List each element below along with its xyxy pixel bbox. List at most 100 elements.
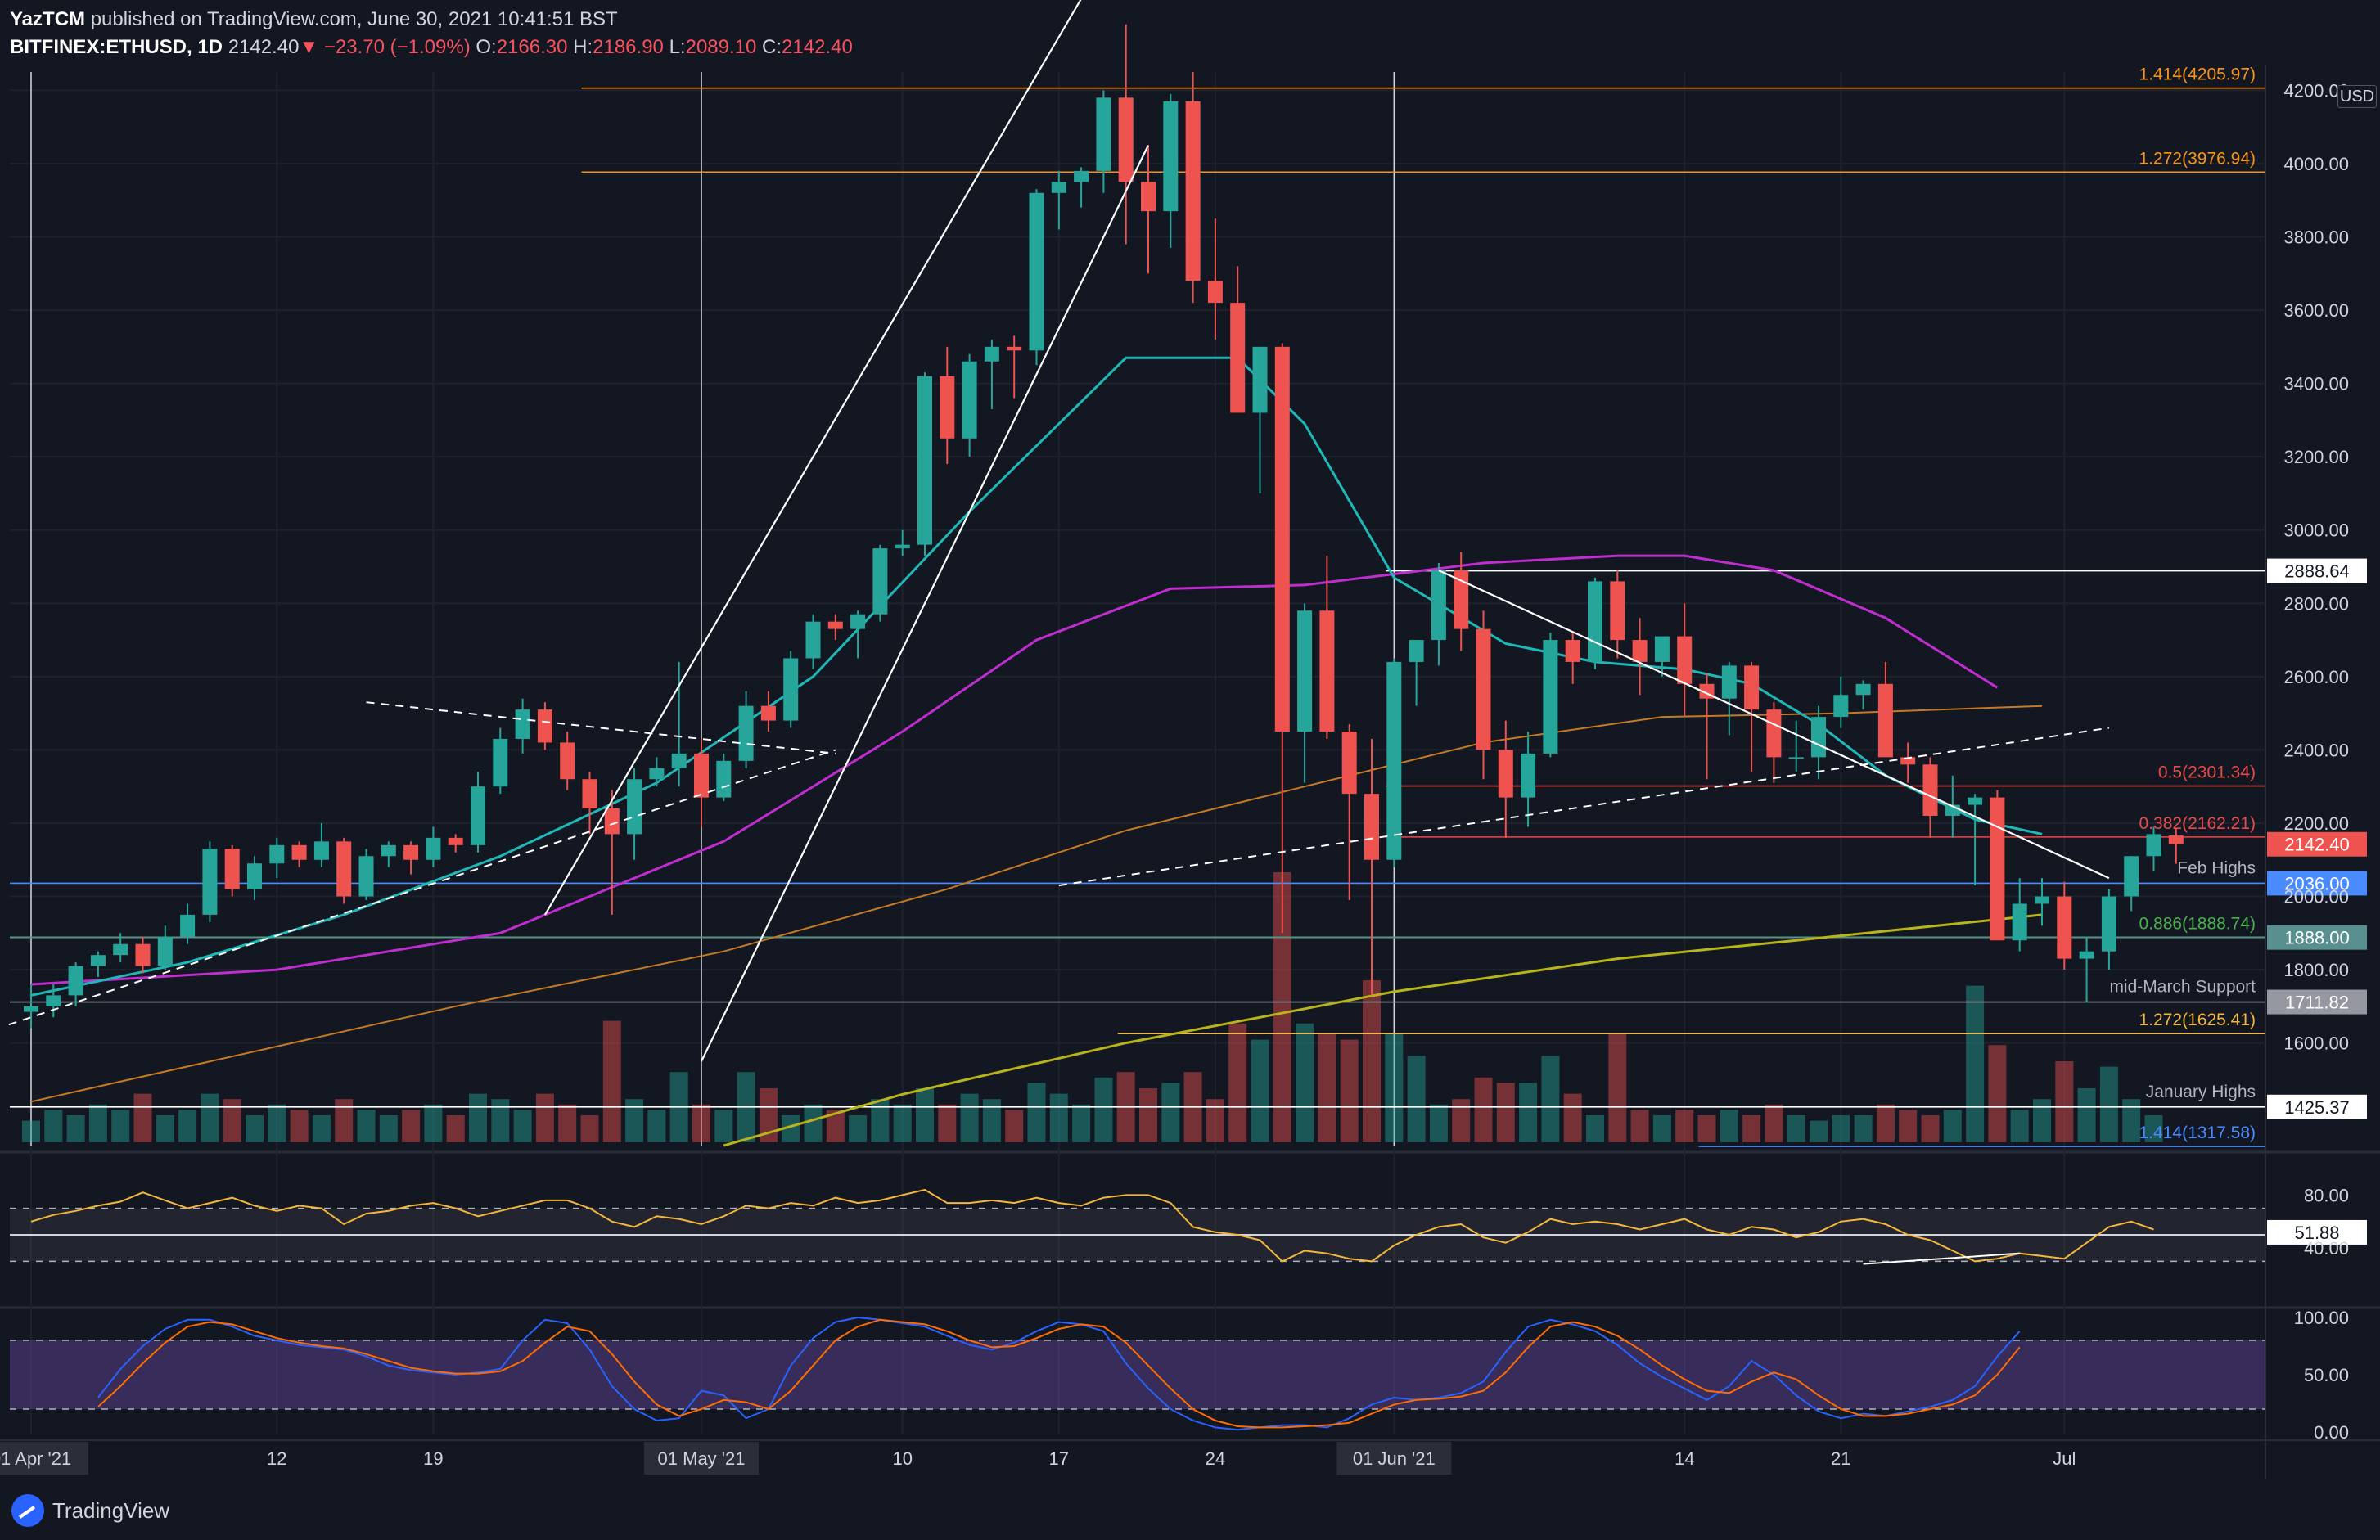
- candle-body[interactable]: [515, 709, 530, 739]
- candle-body[interactable]: [1431, 570, 1446, 641]
- candle-body[interactable]: [1029, 192, 1044, 351]
- candle-body[interactable]: [1074, 170, 1089, 182]
- trendlines[interactable]: [8, 0, 2110, 1062]
- candle-body[interactable]: [671, 753, 687, 768]
- symbol-title[interactable]: BITFINEX:ETHUSD, 1D: [10, 36, 223, 58]
- candle-body[interactable]: [180, 914, 196, 937]
- candle-body[interactable]: [1319, 610, 1335, 732]
- price-level-tag[interactable]: [2267, 925, 2367, 950]
- candle-body[interactable]: [2146, 834, 2161, 857]
- candle-body[interactable]: [649, 768, 665, 780]
- currency-label[interactable]: USD: [2337, 85, 2377, 108]
- candle-body[interactable]: [1341, 732, 1357, 795]
- candle-body[interactable]: [783, 658, 799, 721]
- candle-body[interactable]: [403, 844, 419, 860]
- candle-body[interactable]: [1565, 640, 1580, 662]
- candle-body[interactable]: [537, 709, 552, 743]
- candle-body[interactable]: [358, 856, 374, 897]
- candle-body[interactable]: [1274, 346, 1290, 732]
- candle-body[interactable]: [2012, 903, 2027, 941]
- trendline[interactable]: [1058, 727, 2110, 887]
- candle-body[interactable]: [448, 837, 463, 845]
- candle-body[interactable]: [1877, 683, 1893, 758]
- candle-body[interactable]: [1051, 182, 1066, 193]
- candle-body[interactable]: [1364, 794, 1379, 860]
- candle-body[interactable]: [760, 705, 776, 721]
- candle-body[interactable]: [1677, 636, 1693, 684]
- candle-body[interactable]: [471, 786, 485, 845]
- candle-body[interactable]: [1610, 581, 1625, 641]
- candle-body[interactable]: [426, 837, 441, 860]
- candle-body[interactable]: [1498, 750, 1513, 798]
- candle-body[interactable]: [336, 841, 352, 897]
- stoch-d-line[interactable]: [97, 1318, 2021, 1429]
- candle-body[interactable]: [895, 544, 910, 549]
- candle-body[interactable]: [1386, 661, 1402, 860]
- rsi-line[interactable]: [30, 1188, 2154, 1263]
- candle-body[interactable]: [1454, 570, 1469, 629]
- candle-body[interactable]: [2035, 896, 2049, 904]
- candle-body[interactable]: [247, 863, 262, 889]
- candle-body[interactable]: [1588, 581, 1602, 662]
- candle-body[interactable]: [493, 738, 508, 787]
- candle-body[interactable]: [46, 995, 61, 1006]
- candle-body[interactable]: [1141, 182, 1156, 212]
- candle-body[interactable]: [224, 849, 240, 889]
- candle-body[interactable]: [1163, 101, 1179, 212]
- candle-body[interactable]: [1833, 695, 1849, 718]
- candle-body[interactable]: [1922, 764, 1938, 816]
- candle-body[interactable]: [1654, 636, 1670, 662]
- candle-body[interactable]: [135, 943, 151, 966]
- price-level-tag[interactable]: [2267, 1094, 2367, 1119]
- candle-body[interactable]: [1096, 97, 1111, 171]
- trendline[interactable]: [1438, 569, 2110, 880]
- candle-body[interactable]: [1230, 303, 1246, 413]
- candle-body[interactable]: [291, 844, 307, 860]
- candle-body[interactable]: [1118, 97, 1134, 182]
- last-price-tag[interactable]: [2267, 831, 2367, 857]
- candle-body[interactable]: [2101, 896, 2116, 952]
- candle-body[interactable]: [827, 621, 843, 629]
- trendline[interactable]: [366, 701, 836, 754]
- price-level-tag[interactable]: [2267, 871, 2367, 896]
- stoch-k-line[interactable]: [97, 1316, 2021, 1431]
- candle-body[interactable]: [1476, 628, 1491, 750]
- candle-body[interactable]: [2057, 896, 2072, 959]
- candle-body[interactable]: [2168, 835, 2184, 844]
- candle-body[interactable]: [872, 548, 888, 615]
- candle-body[interactable]: [984, 346, 999, 362]
- candle-body[interactable]: [1968, 797, 1983, 805]
- candle-body[interactable]: [917, 376, 932, 545]
- candle-body[interactable]: [202, 849, 218, 915]
- candle-body[interactable]: [1788, 757, 1804, 759]
- candle-body[interactable]: [1855, 683, 1871, 696]
- price-level-tag[interactable]: [2267, 989, 2367, 1015]
- candle-body[interactable]: [1297, 610, 1313, 732]
- candle-body[interactable]: [940, 376, 955, 439]
- candle-body[interactable]: [962, 361, 977, 439]
- candle-body[interactable]: [90, 955, 106, 966]
- publisher-name[interactable]: YazTCM: [10, 8, 86, 30]
- candle-body[interactable]: [1900, 757, 1916, 765]
- candle-body[interactable]: [1543, 640, 1558, 754]
- candle-body[interactable]: [313, 841, 329, 860]
- candle-body[interactable]: [1744, 665, 1760, 710]
- candle-body[interactable]: [157, 936, 173, 966]
- candle-body[interactable]: [1811, 717, 1826, 758]
- candle-body[interactable]: [560, 742, 575, 780]
- candle-body[interactable]: [850, 614, 866, 629]
- candle-body[interactable]: [68, 966, 83, 996]
- trendline[interactable]: [8, 749, 836, 1026]
- candle-body[interactable]: [582, 779, 597, 809]
- trendline[interactable]: [701, 145, 1149, 1062]
- candle-body[interactable]: [24, 1006, 38, 1012]
- candle-body[interactable]: [269, 844, 285, 864]
- candle-body[interactable]: [694, 753, 709, 798]
- candle-body[interactable]: [2079, 951, 2094, 959]
- horizontal-levels[interactable]: 1.414(4205.97) 1.272(3976.94) 2888.64 0.5(2…: [10, 65, 2367, 1147]
- candle-body[interactable]: [113, 943, 128, 956]
- candlesticks[interactable]: [24, 24, 2184, 1029]
- candle-body[interactable]: [1409, 640, 1424, 662]
- price-level-tag[interactable]: [2267, 558, 2367, 583]
- candle-body[interactable]: [627, 779, 642, 835]
